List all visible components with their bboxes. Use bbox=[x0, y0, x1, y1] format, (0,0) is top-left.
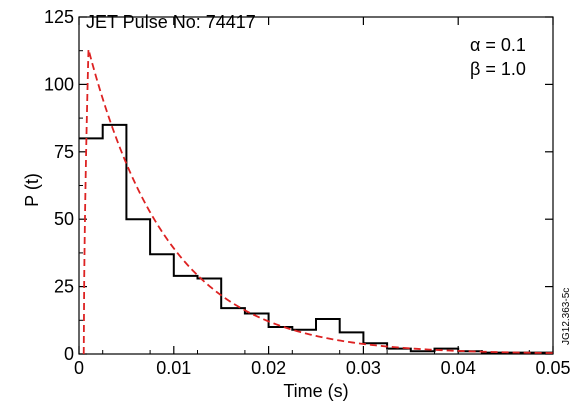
figure-code: JG12.363-5c bbox=[561, 288, 572, 345]
x-tick-label: 0.05 bbox=[535, 358, 570, 378]
alpha-annotation: α = 0.1 bbox=[470, 35, 526, 55]
y-tick-label: 75 bbox=[54, 142, 74, 162]
x-tick-label: 0.04 bbox=[441, 358, 476, 378]
y-tick-label: 0 bbox=[64, 344, 74, 364]
x-tick-label: 0 bbox=[74, 358, 84, 378]
x-tick-label: 0.03 bbox=[346, 358, 381, 378]
x-tick-label: 0.01 bbox=[156, 358, 191, 378]
beta-annotation: β = 1.0 bbox=[470, 59, 526, 79]
histogram-series bbox=[79, 123, 553, 354]
y-axis-label: P (t) bbox=[22, 173, 42, 207]
x-tick-label: 0.02 bbox=[251, 358, 286, 378]
fit-curve bbox=[82, 49, 554, 355]
y-tick-label: 50 bbox=[54, 209, 74, 229]
chart-title: JET Pulse No: 74417 bbox=[86, 12, 256, 32]
y-tick-label: 25 bbox=[54, 277, 74, 297]
y-tick-label: 125 bbox=[44, 7, 74, 27]
y-tick-label: 100 bbox=[44, 74, 74, 94]
plot-area: 0 0.01 0.02 0.03 0.04 0.05 0 25 50 75 100 125 bbox=[44, 7, 571, 378]
x-axis-label: Time (s) bbox=[283, 381, 348, 401]
